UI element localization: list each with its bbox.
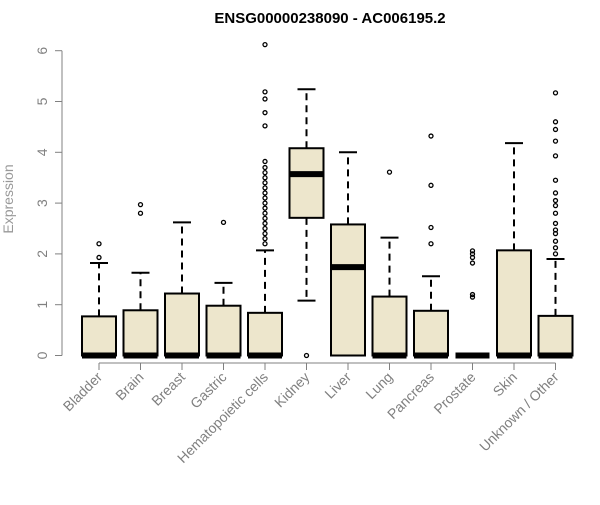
outlier-point (552, 90, 559, 96)
outlier-point (552, 220, 559, 227)
box-unknown-other (537, 90, 574, 359)
outlier-point (552, 177, 559, 183)
box-gastric (205, 219, 242, 359)
box-brain (122, 201, 159, 359)
box-liver (330, 151, 366, 357)
outlier-point (552, 245, 559, 251)
box-hematopoietic-cells (247, 41, 283, 359)
box-body (371, 295, 408, 357)
outlier-point (262, 190, 268, 196)
box-breast (164, 221, 200, 359)
outlier-point (552, 197, 559, 204)
outlier-point (262, 236, 268, 242)
x-tick-label: Brain (112, 369, 146, 403)
box-body (413, 309, 449, 357)
outlier-point (137, 210, 144, 216)
box-body (205, 304, 242, 357)
outlier-point (262, 205, 268, 211)
outlier-point (552, 227, 559, 233)
y-axis-label: Expression (0, 164, 16, 233)
y-tick-label: 1 (34, 301, 50, 309)
y-tick-label: 6 (34, 47, 50, 55)
box-skin (496, 142, 532, 359)
outlier-point (469, 291, 476, 298)
outlier-point (137, 201, 144, 208)
outlier-point (552, 119, 559, 125)
outlier-point (262, 195, 268, 201)
box-lung (371, 169, 408, 359)
outlier-point (262, 241, 268, 247)
x-tick-label: Bladder (60, 369, 106, 415)
y-tick-label: 5 (34, 97, 50, 105)
outlier-point (428, 182, 434, 188)
box-body (330, 223, 366, 357)
outlier-point (552, 210, 559, 216)
outlier-point (262, 220, 268, 227)
outlier-point (262, 158, 268, 165)
outlier-point (552, 238, 559, 244)
x-tick-label: Unknown / Other (476, 369, 562, 455)
box-body (288, 147, 325, 219)
outlier-point (428, 241, 434, 247)
outlier-point (262, 89, 268, 95)
box-series (81, 41, 574, 359)
outlier-point (262, 110, 268, 116)
box-body (247, 311, 283, 357)
outlier-point (262, 123, 268, 129)
box-pancreas (413, 133, 449, 359)
x-tick-label: Breast (148, 369, 188, 409)
outlier-point (262, 185, 268, 191)
box-kidney (288, 88, 325, 359)
outlier-point (428, 224, 434, 231)
box-body (164, 292, 200, 357)
box-body (81, 315, 117, 357)
y-tick-label: 0 (34, 351, 50, 359)
outlier-point (552, 138, 559, 144)
outlier-point (386, 169, 393, 175)
outlier-point (552, 251, 559, 257)
outlier-point (469, 260, 476, 266)
outlier-point (469, 251, 476, 257)
outlier-point (469, 294, 476, 300)
outlier-point (262, 180, 268, 186)
box-body (537, 314, 574, 357)
x-tick-label: Lung (362, 369, 395, 402)
outlier-point (262, 169, 268, 176)
box-prostate (455, 248, 490, 359)
x-tick-label: Kidney (271, 369, 313, 411)
outlier-point (262, 215, 268, 221)
x-tick-label: Liver (321, 369, 354, 402)
outlier-point (262, 96, 268, 102)
outlier-point (96, 241, 102, 247)
y-tick-label: 2 (34, 250, 50, 258)
outlier-point (552, 190, 559, 196)
outlier-point (552, 153, 559, 159)
outlier-point (96, 254, 102, 261)
outlier-point (552, 202, 559, 209)
box-body (496, 249, 532, 357)
outlier-point (262, 164, 268, 171)
outlier-point (469, 248, 476, 254)
chart-title: ENSG00000238090 - AC006195.2 (214, 10, 445, 27)
outlier-point (220, 219, 227, 226)
outlier-point (552, 126, 559, 133)
outlier-point (303, 352, 310, 359)
box-bladder (81, 241, 117, 359)
y-axis: 0 1 2 3 4 5 6 (34, 47, 63, 359)
outlier-point (262, 225, 268, 232)
box-body (122, 309, 159, 357)
y-tick-label: 4 (34, 148, 50, 156)
outlier-point (262, 41, 268, 48)
outlier-point (262, 200, 268, 206)
outlier-point (262, 175, 268, 181)
outlier-point (428, 133, 434, 139)
x-tick-label: Prostate (430, 369, 478, 417)
outlier-point (262, 230, 268, 237)
y-tick-label: 3 (34, 199, 50, 207)
outlier-point (262, 210, 268, 216)
x-tick-label: Skin (490, 369, 521, 400)
